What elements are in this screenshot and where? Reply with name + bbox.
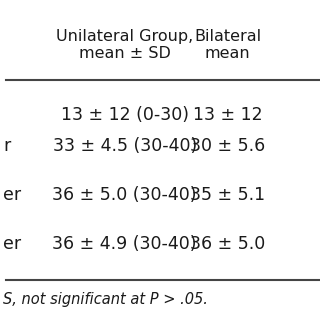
Text: 35 ± 5.1: 35 ± 5.1 [190,186,265,204]
Text: 36 ± 5.0 (30-40): 36 ± 5.0 (30-40) [52,186,197,204]
Text: S, not significant at P > .05.: S, not significant at P > .05. [3,292,208,307]
Text: 33 ± 4.5 (30-40): 33 ± 4.5 (30-40) [52,137,197,155]
Text: 36 ± 5.0: 36 ± 5.0 [190,236,265,253]
Text: 13 ± 12: 13 ± 12 [193,107,262,124]
Text: r: r [3,137,11,155]
Text: 30 ± 5.6: 30 ± 5.6 [190,137,265,155]
Text: er: er [3,236,21,253]
Text: Bilateral
mean: Bilateral mean [194,28,261,61]
Text: er: er [3,186,21,204]
Text: Unilateral Group,
mean ± SD: Unilateral Group, mean ± SD [56,28,193,61]
Text: 13 ± 12 (0-30): 13 ± 12 (0-30) [61,107,189,124]
Text: 36 ± 4.9 (30-40): 36 ± 4.9 (30-40) [52,236,197,253]
